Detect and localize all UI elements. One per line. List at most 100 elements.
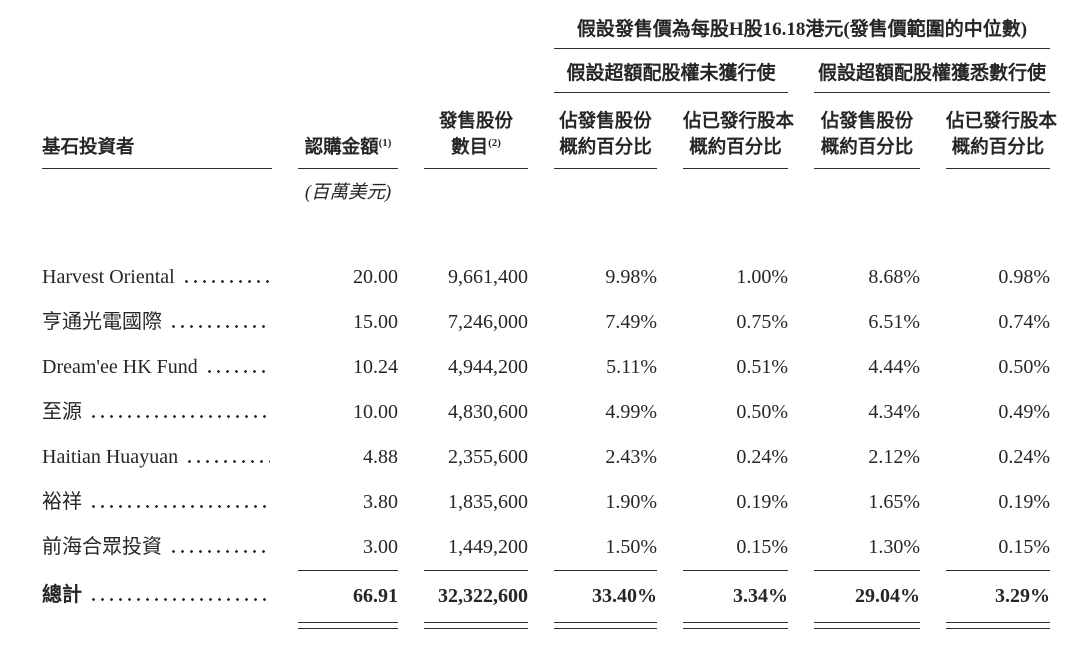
- investor-name: 亨通光電國際: [42, 311, 162, 333]
- total-row: 總計 66.91 32,322,600 33.40% 3.34% 29.04% …: [42, 570, 1050, 622]
- col-header-amount: 認購金額(1): [298, 93, 398, 169]
- offer-price-assumption-header: 假設發售價為每股H股16.18港元(發售價範圍的中位數): [554, 18, 1050, 49]
- investor-name: Dream'ee HK Fund: [42, 356, 198, 378]
- col-header-shares: 發售股份 數目(2): [424, 93, 528, 169]
- subscription-amount: 4.88: [363, 446, 398, 468]
- group-header-fully-exercised: 假設超額配股權獲悉數行使: [814, 49, 1050, 93]
- dot-leader: [204, 370, 270, 373]
- pct-offer-not-exercised: 2.43%: [605, 446, 657, 468]
- dot-leader: [89, 415, 270, 418]
- investor-name: 至源: [42, 401, 82, 423]
- double-rule: [424, 622, 528, 629]
- subscription-amount: 3.80: [363, 491, 398, 513]
- col-header-investor: 基石投資者: [42, 93, 272, 169]
- col-header-amount-label: 認購金額(1): [304, 136, 392, 158]
- offer-shares: 1,835,600: [448, 491, 528, 513]
- total-pct-issued-fully-exercised: 3.29%: [946, 570, 1050, 622]
- subscription-amount: 10.24: [353, 356, 398, 378]
- col-header-pct-offer-a: 佔發售股份 概約百分比: [554, 93, 657, 169]
- double-rule-row: [42, 622, 1050, 629]
- pct-issued-not-exercised: 0.24%: [736, 446, 788, 468]
- investor-name: 前海合眾投資: [42, 536, 162, 558]
- col-header-shares-line1: 發售股份: [438, 112, 513, 132]
- dot-leader: [181, 280, 270, 283]
- total-pct-offer-fully-exercised: 29.04%: [814, 570, 920, 622]
- pct-issued-not-exercised: 0.50%: [736, 401, 788, 423]
- pct-issued-not-exercised: 0.15%: [736, 536, 788, 558]
- pct-offer-not-exercised: 7.49%: [605, 311, 657, 333]
- pct-issued-not-exercised: 0.19%: [736, 491, 788, 513]
- offer-shares: 4,830,600: [448, 401, 528, 423]
- total-offer-shares: 32,322,600: [424, 570, 528, 622]
- investor-name: 裕祥: [42, 491, 82, 513]
- double-rule: [683, 622, 788, 629]
- pct-issued-fully-exercised: 0.15%: [998, 536, 1050, 558]
- subscription-amount: 20.00: [353, 266, 398, 288]
- pct-offer-fully-exercised: 8.68%: [868, 266, 920, 288]
- offer-shares: 4,944,200: [448, 356, 528, 378]
- dot-leader: [89, 598, 270, 601]
- pct-offer-not-exercised: 9.98%: [605, 266, 657, 288]
- table-row: Dream'ee HK Fund 10.24 4,944,200 5.11% 0…: [42, 345, 1050, 390]
- subscription-amount: 15.00: [353, 311, 398, 333]
- pct-offer-fully-exercised: 2.12%: [868, 446, 920, 468]
- table-row: Haitian Huayuan 4.88 2,355,600 2.43% 0.2…: [42, 435, 1050, 480]
- table-row: Harvest Oriental 20.00 9,661,400 9.98% 1…: [42, 255, 1050, 300]
- dot-leader: [169, 325, 270, 328]
- double-rule: [814, 622, 920, 629]
- pct-issued-fully-exercised: 0.74%: [998, 311, 1050, 333]
- pct-offer-not-exercised: 4.99%: [605, 401, 657, 423]
- col-header-investor-label: 基石投資者: [42, 138, 135, 158]
- table-row: 前海合眾投資 3.00 1,449,200 1.50% 0.15% 1.30% …: [42, 525, 1050, 570]
- col-header-shares-line2: 數目(2): [451, 136, 501, 158]
- footnote-ref-2: (2): [488, 136, 501, 149]
- pct-issued-fully-exercised: 0.98%: [998, 266, 1050, 288]
- double-rule: [554, 622, 657, 629]
- pct-offer-fully-exercised: 1.65%: [868, 491, 920, 513]
- amount-unit-note: (百萬美元): [304, 183, 392, 203]
- total-pct-offer-not-exercised: 33.40%: [554, 570, 657, 622]
- unit-row: (百萬美元): [42, 169, 1050, 213]
- pct-offer-fully-exercised: 4.34%: [868, 401, 920, 423]
- subscription-amount: 10.00: [353, 401, 398, 423]
- offer-shares: 7,246,000: [448, 311, 528, 333]
- offer-shares: 1,449,200: [448, 536, 528, 558]
- pct-issued-not-exercised: 0.51%: [736, 356, 788, 378]
- pct-offer-fully-exercised: 4.44%: [868, 356, 920, 378]
- group-header-not-exercised: 假設超額配股權未獲行使: [554, 49, 788, 93]
- offer-shares: 9,661,400: [448, 266, 528, 288]
- dot-leader: [185, 460, 270, 463]
- table-row: 亨通光電國際 15.00 7,246,000 7.49% 0.75% 6.51%…: [42, 300, 1050, 345]
- col-header-pct-offer-b: 佔發售股份 概約百分比: [814, 93, 920, 169]
- pct-issued-fully-exercised: 0.49%: [998, 401, 1050, 423]
- dot-leader: [169, 550, 270, 553]
- total-label: 總計: [42, 584, 82, 606]
- pct-issued-not-exercised: 0.75%: [736, 311, 788, 333]
- total-subscription-amount: 66.91: [298, 570, 398, 622]
- col-header-pct-issued-a: 佔已發行股本 概約百分比: [683, 93, 794, 169]
- investor-name: Haitian Huayuan: [42, 446, 179, 468]
- table-row: 至源 10.00 4,830,600 4.99% 0.50% 4.34% 0.4…: [42, 390, 1050, 435]
- offer-shares: 2,355,600: [448, 446, 528, 468]
- pct-issued-not-exercised: 1.00%: [736, 266, 788, 288]
- dot-leader: [89, 505, 270, 508]
- pct-offer-fully-exercised: 6.51%: [868, 311, 920, 333]
- investor-name: Harvest Oriental: [42, 266, 175, 288]
- spacer: [42, 213, 1050, 255]
- pct-offer-not-exercised: 1.90%: [605, 491, 657, 513]
- pct-issued-fully-exercised: 0.24%: [998, 446, 1050, 468]
- pct-issued-fully-exercised: 0.19%: [998, 491, 1050, 513]
- footnote-ref-1: (1): [378, 136, 392, 149]
- double-rule: [298, 622, 398, 629]
- double-rule: [946, 622, 1050, 629]
- col-header-pct-issued-b: 佔已發行股本 概約百分比: [946, 93, 1057, 169]
- total-pct-issued-not-exercised: 3.34%: [683, 570, 788, 622]
- pct-offer-not-exercised: 5.11%: [606, 356, 657, 378]
- column-header-row: 基石投資者 認購金額(1) 發售股份 數目(2) 佔發售股份 概約百分比 佔已發…: [42, 93, 1057, 169]
- overallotment-group-header-row: 假設超額配股權未獲行使 假設超額配股權獲悉數行使: [42, 49, 1050, 93]
- subscription-amount: 3.00: [363, 536, 398, 558]
- pct-issued-fully-exercised: 0.50%: [998, 356, 1050, 378]
- pct-offer-not-exercised: 1.50%: [605, 536, 657, 558]
- table-row: 裕祥 3.80 1,835,600 1.90% 0.19% 1.65% 0.19…: [42, 480, 1050, 525]
